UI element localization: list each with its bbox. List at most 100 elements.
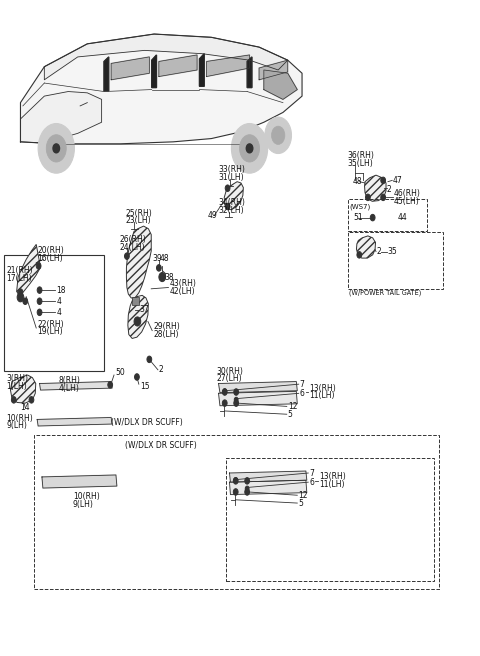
Text: (W/DLX DR SCUFF): (W/DLX DR SCUFF) bbox=[111, 418, 183, 426]
Text: 7: 7 bbox=[309, 468, 314, 478]
Circle shape bbox=[381, 177, 385, 184]
Text: (W/DLX DR SCUFF): (W/DLX DR SCUFF) bbox=[125, 441, 197, 450]
Text: 2: 2 bbox=[376, 247, 381, 256]
Polygon shape bbox=[11, 375, 36, 403]
Text: 51: 51 bbox=[354, 213, 363, 222]
Circle shape bbox=[53, 144, 60, 153]
Text: 9(LH): 9(LH) bbox=[6, 422, 27, 430]
Polygon shape bbox=[128, 295, 148, 338]
Circle shape bbox=[17, 293, 24, 302]
Polygon shape bbox=[247, 57, 252, 88]
Text: 25(RH): 25(RH) bbox=[125, 209, 152, 218]
Text: 29(RH): 29(RH) bbox=[153, 322, 180, 331]
Circle shape bbox=[222, 389, 227, 396]
Text: 28(LH): 28(LH) bbox=[153, 330, 179, 339]
Polygon shape bbox=[259, 60, 288, 80]
Circle shape bbox=[365, 194, 370, 201]
Text: 37: 37 bbox=[140, 305, 150, 314]
Text: 7: 7 bbox=[300, 380, 304, 388]
Circle shape bbox=[147, 356, 152, 363]
Text: 19(LH): 19(LH) bbox=[37, 327, 63, 337]
Circle shape bbox=[134, 374, 139, 380]
Text: 18: 18 bbox=[56, 285, 66, 295]
Text: 48: 48 bbox=[160, 255, 169, 263]
Polygon shape bbox=[44, 34, 288, 80]
Circle shape bbox=[245, 478, 250, 484]
Text: 24(LH): 24(LH) bbox=[120, 243, 145, 251]
Circle shape bbox=[233, 489, 238, 495]
Circle shape bbox=[240, 134, 260, 162]
Circle shape bbox=[265, 117, 291, 154]
Polygon shape bbox=[111, 57, 149, 80]
Circle shape bbox=[222, 400, 227, 406]
Circle shape bbox=[159, 272, 166, 281]
Text: (WS7): (WS7) bbox=[350, 204, 371, 211]
Circle shape bbox=[134, 317, 141, 326]
Circle shape bbox=[357, 251, 362, 258]
Text: 43(RH): 43(RH) bbox=[169, 279, 196, 288]
Text: 36(RH): 36(RH) bbox=[348, 151, 374, 160]
Polygon shape bbox=[159, 55, 197, 77]
Polygon shape bbox=[199, 54, 204, 87]
Text: 46(RH): 46(RH) bbox=[394, 189, 420, 198]
Text: 14: 14 bbox=[21, 403, 30, 412]
Circle shape bbox=[12, 397, 16, 403]
Text: 2: 2 bbox=[159, 365, 164, 375]
Text: 16(LH): 16(LH) bbox=[37, 254, 63, 262]
Polygon shape bbox=[229, 471, 307, 482]
Circle shape bbox=[245, 489, 250, 495]
Text: 5: 5 bbox=[288, 410, 293, 419]
Circle shape bbox=[245, 486, 249, 491]
Circle shape bbox=[124, 253, 129, 259]
Circle shape bbox=[381, 194, 385, 201]
Text: 27(LH): 27(LH) bbox=[216, 375, 242, 384]
Text: (W/POWER TAIL GATE): (W/POWER TAIL GATE) bbox=[349, 289, 421, 296]
Circle shape bbox=[370, 215, 375, 221]
Circle shape bbox=[234, 398, 238, 403]
Text: 5: 5 bbox=[298, 499, 303, 508]
Polygon shape bbox=[17, 245, 40, 296]
Polygon shape bbox=[42, 475, 117, 488]
Circle shape bbox=[233, 478, 238, 484]
Text: 22(RH): 22(RH) bbox=[37, 319, 64, 329]
Text: 15: 15 bbox=[140, 382, 149, 391]
Circle shape bbox=[225, 185, 230, 192]
Circle shape bbox=[37, 309, 42, 316]
Text: 17(LH): 17(LH) bbox=[6, 274, 32, 283]
Polygon shape bbox=[224, 182, 243, 210]
Text: 4: 4 bbox=[56, 297, 61, 306]
Text: 20(RH): 20(RH) bbox=[37, 246, 64, 255]
Polygon shape bbox=[152, 55, 156, 88]
Polygon shape bbox=[218, 382, 297, 393]
Text: 11(LH): 11(LH) bbox=[309, 392, 334, 400]
Circle shape bbox=[231, 123, 268, 173]
Text: 10(RH): 10(RH) bbox=[73, 492, 100, 501]
Circle shape bbox=[234, 478, 238, 483]
Text: 42(LH): 42(LH) bbox=[169, 287, 195, 296]
Bar bbox=[4, 255, 104, 371]
Polygon shape bbox=[357, 236, 375, 258]
Text: 30(RH): 30(RH) bbox=[216, 367, 243, 376]
Circle shape bbox=[37, 298, 42, 304]
Text: 47: 47 bbox=[393, 176, 402, 185]
Polygon shape bbox=[39, 382, 112, 390]
Bar bbox=[34, 435, 440, 589]
Polygon shape bbox=[21, 92, 102, 143]
Circle shape bbox=[23, 298, 28, 304]
Circle shape bbox=[272, 126, 285, 144]
Text: 1(LH): 1(LH) bbox=[6, 382, 27, 391]
Text: 35: 35 bbox=[387, 247, 397, 256]
Circle shape bbox=[46, 134, 66, 162]
Polygon shape bbox=[229, 480, 307, 495]
Text: 26(RH): 26(RH) bbox=[120, 235, 146, 243]
Circle shape bbox=[38, 123, 74, 173]
Polygon shape bbox=[218, 392, 297, 405]
Polygon shape bbox=[264, 70, 297, 99]
Text: 6: 6 bbox=[300, 389, 304, 398]
Text: 33(RH): 33(RH) bbox=[218, 165, 245, 174]
Text: 23(LH): 23(LH) bbox=[125, 216, 151, 226]
Polygon shape bbox=[104, 57, 109, 91]
Bar bbox=[348, 199, 427, 231]
Text: 8(RH): 8(RH) bbox=[59, 376, 81, 385]
Circle shape bbox=[234, 400, 239, 406]
